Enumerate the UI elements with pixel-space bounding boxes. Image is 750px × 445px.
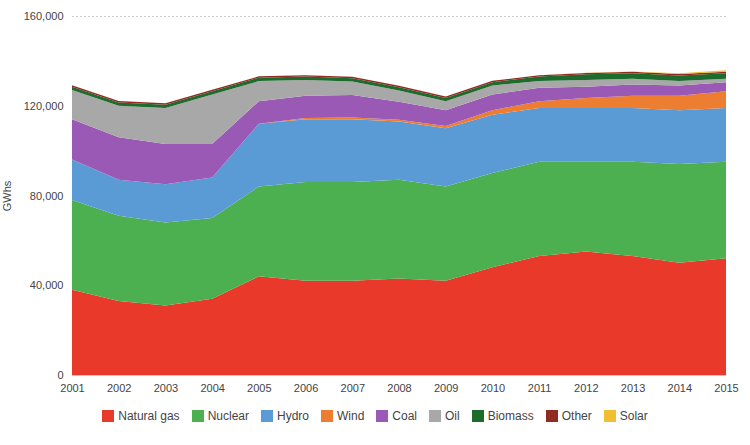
svg-text:0: 0: [57, 369, 63, 381]
html-text:Wind: Wind: [337, 409, 365, 423]
html-text:Solar: Solar: [619, 409, 648, 423]
svg-text:2011: 2011: [528, 382, 552, 394]
svg-text:2003: 2003: [154, 382, 178, 394]
svg-text:2004: 2004: [200, 382, 224, 394]
svg-text:GWhs: GWhs: [1, 180, 13, 211]
svg-text:120,000: 120,000: [24, 100, 64, 112]
html-text:Natural gas: Natural gas: [118, 409, 180, 423]
html-text:Other: Other: [561, 409, 592, 423]
svg-text:2008: 2008: [387, 382, 411, 394]
html-text:Coal: Coal: [392, 409, 417, 423]
html-text:Nuclear: Nuclear: [207, 409, 249, 423]
svg-text:2009: 2009: [434, 382, 458, 394]
svg-text:2015: 2015: [714, 382, 738, 394]
svg-text:2001: 2001: [60, 382, 84, 394]
html-text:Biomass: Biomass: [487, 409, 534, 423]
svg-text:2013: 2013: [621, 382, 645, 394]
html-text:Hydro: Hydro: [277, 409, 309, 423]
svg-text:2014: 2014: [668, 382, 692, 394]
svg-text:160,000: 160,000: [24, 10, 64, 22]
svg-text:2010: 2010: [481, 382, 505, 394]
svg-text:2012: 2012: [574, 382, 598, 394]
svg-text:80,000: 80,000: [30, 190, 64, 202]
svg-text:2002: 2002: [107, 382, 131, 394]
svg-text:2007: 2007: [341, 382, 365, 394]
svg-text:2006: 2006: [294, 382, 318, 394]
svg-text:2005: 2005: [247, 382, 271, 394]
html-text:Oil: Oil: [445, 409, 460, 423]
svg-text:40,000: 40,000: [30, 279, 64, 291]
